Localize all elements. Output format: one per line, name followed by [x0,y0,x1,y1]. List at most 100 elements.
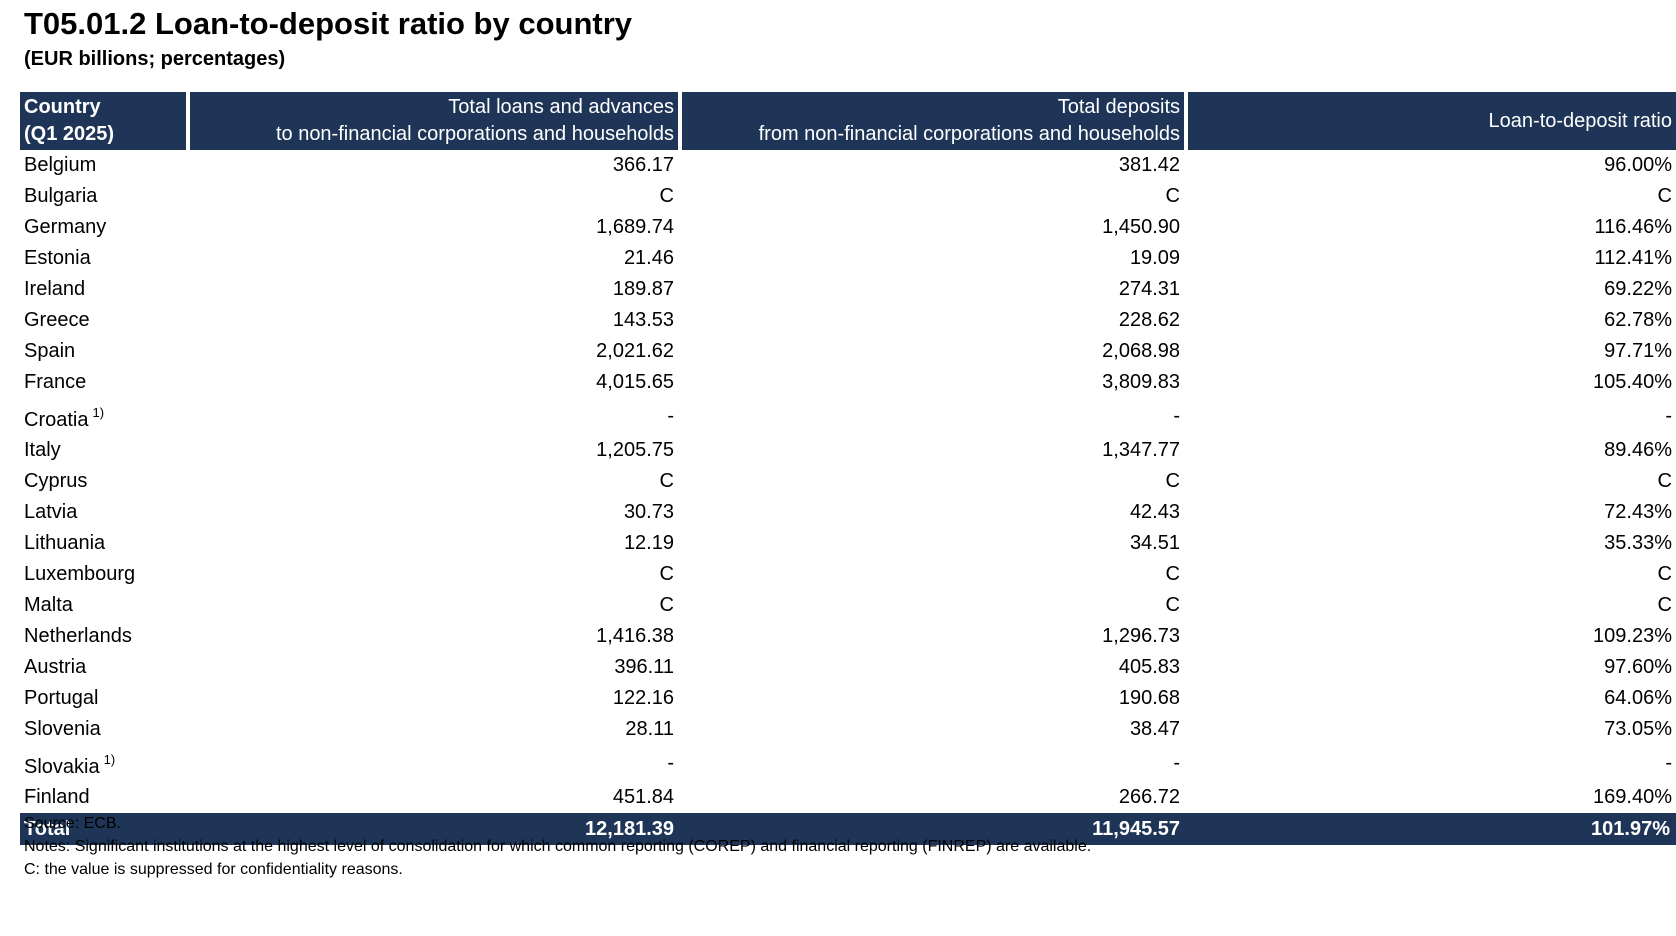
deposits-cell: 1,296.73 [1102,625,1180,647]
notes-text: Notes: Significant institutions at the h… [24,838,1092,855]
country-cell: Luxembourg [20,559,188,590]
table-row: Croatia 1) - - - [20,398,1676,435]
loan-to-deposit-table: Country (Q1 2025) Total loans and advanc… [20,92,1676,845]
table-row: Spain 2,021.62 2,068.98 97.71% [20,336,1676,367]
country-cell: Bulgaria [20,181,188,212]
column-header-country: Country (Q1 2025) [20,92,190,150]
total-loans: 12,181.39 [188,813,680,845]
country-cell: Slovakia 1) [20,745,188,782]
table-row: Lithuania 12.19 34.51 35.33% [20,528,1676,559]
ratio-cell: C [1657,563,1672,585]
deposits-cell: 38.47 [1129,718,1180,740]
ratio-cell: 96.00% [1604,154,1672,176]
table-row: Ireland 189.87 274.31 69.22% [20,274,1676,305]
country-cell: Cyprus [20,466,188,497]
deposits-cell: C [1165,470,1180,492]
deposits-cell: 3,809.83 [1102,371,1180,393]
ratio-cell: - [1665,405,1672,427]
deposits-cell: C [1165,594,1180,616]
table-row: Malta C C C [20,590,1676,621]
country-cell: Belgium [20,150,188,181]
loans-cell: - [667,752,674,774]
country-cell: France [20,367,188,398]
ratio-cell: 97.71% [1604,340,1672,362]
country-name: France [24,371,87,393]
loans-cell: C [659,470,674,492]
table-row: Belgium 366.17 381.42 96.00% [20,150,1676,181]
country-name: Cyprus [24,470,88,492]
column-header-deposits-line2: from non-financial corporations and hous… [758,123,1180,145]
table-row: Netherlands 1,416.38 1,296.73 109.23% [20,621,1676,652]
country-name: Austria [24,656,87,678]
deposits-cell: 274.31 [1118,278,1180,300]
table-row: Luxembourg C C C [20,559,1676,590]
column-header-deposits-line1: Total deposits [1057,96,1180,118]
ratio-cell: 116.46% [1594,216,1672,238]
country-cell: Ireland [20,274,188,305]
table-row: Germany 1,689.74 1,450.90 116.46% [20,212,1676,243]
country-name: Greece [24,309,90,331]
ratio-cell: 35.33% [1604,532,1672,554]
country-cell: Austria [20,652,188,683]
country-cell: Spain [20,336,188,367]
country-name: Lithuania [24,532,106,554]
loans-cell: 2,021.62 [596,340,674,362]
ratio-cell: 169.40% [1593,786,1672,808]
column-header-country-line2: (Q1 2025) [24,123,115,145]
loans-cell: 1,689.74 [596,216,674,238]
ratio-cell: 73.05% [1604,718,1672,740]
table-row: Bulgaria C C C [20,181,1676,212]
column-header-deposits: Total deposits from non-financial corpor… [680,92,1188,150]
table-row: Cyprus C C C [20,466,1676,497]
loans-cell: 396.11 [614,656,674,678]
page-title: T05.01.2 Loan-to-deposit ratio by countr… [24,6,633,41]
table-row: Estonia 21.46 19.09 112.41% [20,243,1676,274]
column-header-country-line1: Country [24,96,101,118]
loans-cell: 21.46 [623,247,674,269]
loans-cell: 143.53 [612,309,674,331]
loans-cell: 451.84 [612,786,674,808]
country-cell: Germany [20,212,188,243]
ratio-cell: 69.22% [1604,278,1672,300]
country-cell: Finland [20,782,188,813]
deposits-cell: 228.62 [1118,309,1180,331]
footnotes: Source: ECB. Notes: Significant institut… [24,812,1091,881]
table-row: Italy 1,205.75 1,347.77 89.46% [20,435,1676,466]
deposits-cell: 1,347.77 [1102,439,1180,461]
country-name: Ireland [24,278,86,300]
deposits-cell: 190.68 [1118,687,1180,709]
country-name: Portugal [24,687,99,709]
country-cell: Slovenia [20,714,188,745]
country-name: Bulgaria [24,185,98,207]
column-header-loans-line2: to non-financial corporations and househ… [275,123,674,145]
footnote-marker: 1) [103,752,116,767]
country-name: Luxembourg [24,563,136,585]
loans-cell: C [659,185,674,207]
loans-cell: 30.73 [623,501,674,523]
deposits-cell: - [1173,752,1180,774]
ratio-cell: 112.41% [1594,247,1672,269]
loans-cell: 28.11 [625,718,674,740]
loans-cell: C [659,563,674,585]
table-row: Slovakia 1) - - - [20,745,1676,782]
table-row: Finland 451.84 266.72 169.40% [20,782,1676,813]
deposits-cell: 19.09 [1129,247,1180,269]
country-name: Finland [24,786,90,808]
country-cell: Croatia 1) [20,398,188,435]
country-cell: Italy [20,435,188,466]
loans-cell: 4,015.65 [596,371,674,393]
ratio-cell: 72.43% [1604,501,1672,523]
confidentiality-note: C: the value is suppressed for confident… [24,861,403,878]
column-header-ratio-label: Loan-to-deposit ratio [1488,109,1672,132]
table-row: Greece 143.53 228.62 62.78% [20,305,1676,336]
country-name: Latvia [24,501,78,523]
total-label: Total [20,813,188,845]
ratio-cell: 105.40% [1593,371,1672,393]
total-ratio: 101.97% [1186,813,1676,845]
deposits-cell: 2,068.98 [1102,340,1180,362]
loans-cell: 1,205.75 [596,439,674,461]
country-name: Estonia [24,247,91,269]
total-deposits: 11,945.57 [680,813,1186,845]
country-name: Croatia [24,409,89,431]
country-name: Slovenia [24,718,101,740]
